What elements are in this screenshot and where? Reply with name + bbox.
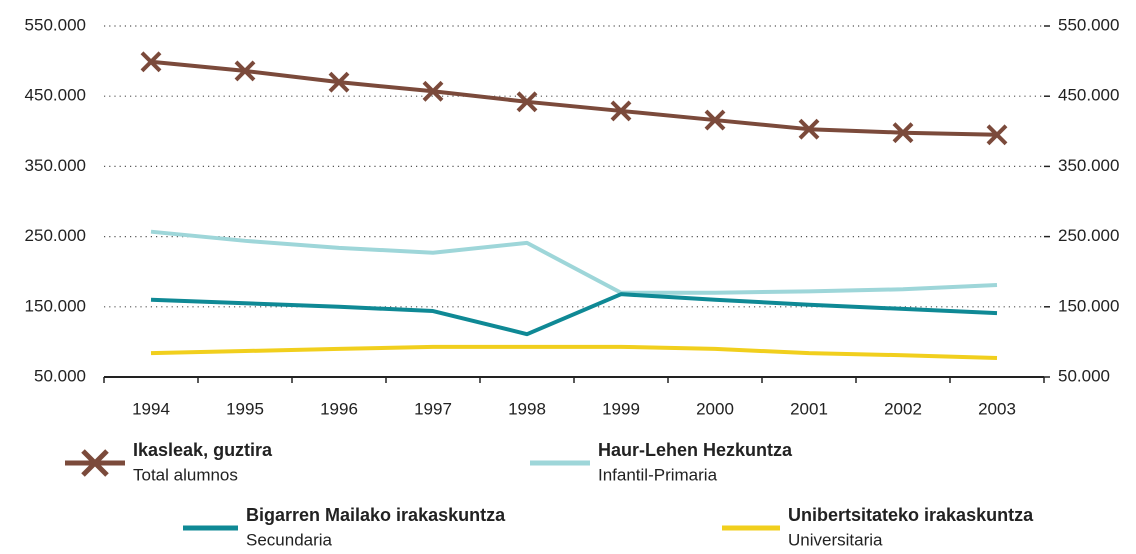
series-line xyxy=(150,344,998,361)
y-tick-label: 450.000 xyxy=(25,86,86,105)
legend-label: Bigarren Mailako irakaskuntza xyxy=(246,505,506,525)
y2-tick-label: 50.000 xyxy=(1058,366,1110,385)
y2-tick-label: 350.000 xyxy=(1058,156,1119,175)
x-tick-label: 2003 xyxy=(978,399,1016,418)
marker xyxy=(140,51,162,73)
x-tick-label: 1999 xyxy=(602,399,640,418)
legend-sublabel: Total alumnos xyxy=(133,465,238,484)
x-tick-label: 2000 xyxy=(696,399,734,418)
legend-label: Ikasleak, guztira xyxy=(133,440,273,460)
x-tick-label: 1997 xyxy=(414,399,452,418)
x-tick-label: 1995 xyxy=(226,399,264,418)
legend-sublabel: Infantil-Primaria xyxy=(598,465,718,484)
marker xyxy=(234,60,256,82)
y2-tick-label: 150.000 xyxy=(1058,296,1119,315)
y2-tick-label: 250.000 xyxy=(1058,226,1119,245)
marker xyxy=(328,71,350,93)
y-tick-label: 50.000 xyxy=(34,366,86,385)
marker xyxy=(704,109,726,131)
legend-sublabel: Secundaria xyxy=(246,530,333,549)
series-line xyxy=(150,59,998,137)
marker xyxy=(892,122,914,144)
marker xyxy=(986,124,1008,146)
series-line xyxy=(150,292,998,337)
y-tick-label: 150.000 xyxy=(25,296,86,315)
series-line xyxy=(150,229,998,295)
legend-label: Haur-Lehen Hezkuntza xyxy=(598,440,793,460)
marker xyxy=(516,91,538,113)
x-tick-label: 1996 xyxy=(320,399,358,418)
y-tick-label: 250.000 xyxy=(25,226,86,245)
y2-tick-label: 550.000 xyxy=(1058,15,1119,34)
x-tick-label: 2002 xyxy=(884,399,922,418)
x-tick-label: 2001 xyxy=(790,399,828,418)
x-tick-label: 1994 xyxy=(132,399,170,418)
marker xyxy=(422,80,444,102)
y-tick-label: 550.000 xyxy=(25,15,86,34)
y-tick-label: 350.000 xyxy=(25,156,86,175)
legend-sublabel: Universitaria xyxy=(788,530,883,549)
legend-label: Unibertsitateko irakaskuntza xyxy=(788,505,1034,525)
x-tick-label: 1998 xyxy=(508,399,546,418)
marker xyxy=(610,100,632,122)
marker xyxy=(798,118,820,140)
legend-marker xyxy=(81,449,109,477)
y2-tick-label: 450.000 xyxy=(1058,86,1119,105)
